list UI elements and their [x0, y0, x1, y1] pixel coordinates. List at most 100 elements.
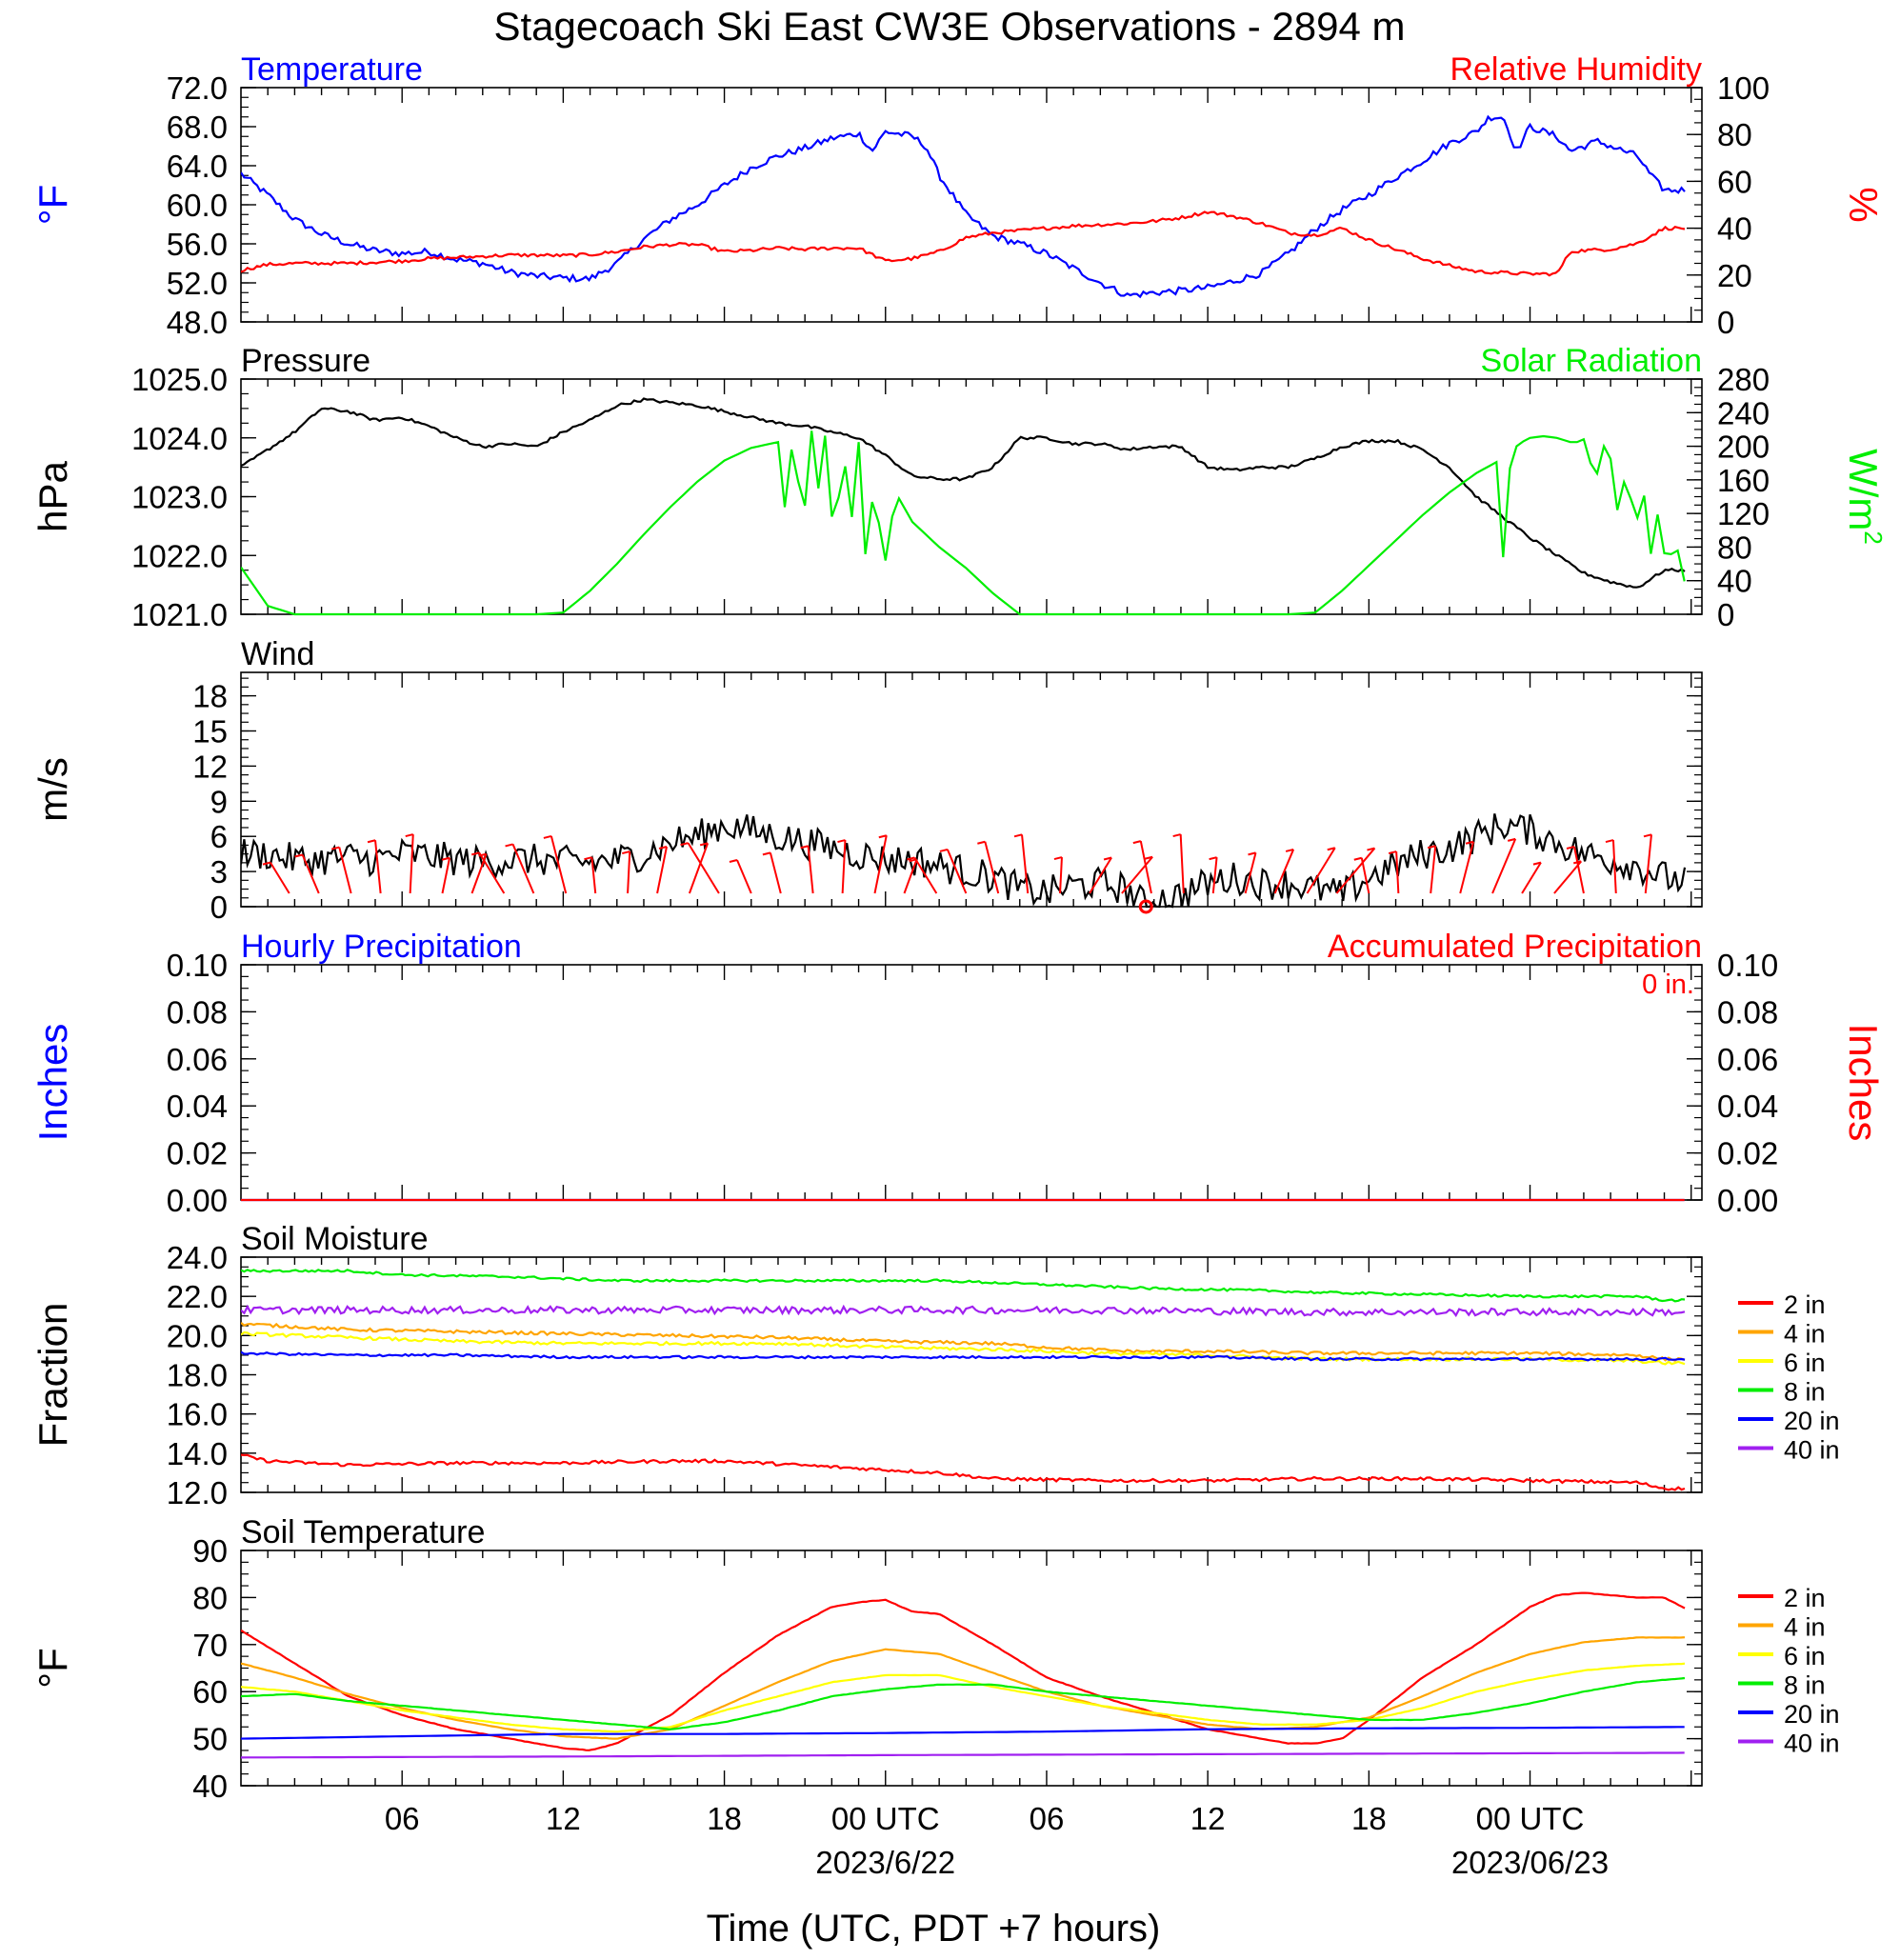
- y-left-tick-label: 22.0: [167, 1279, 228, 1314]
- wind-barb-flag: [1013, 833, 1023, 838]
- series-line-40-in: [241, 1751, 1685, 1759]
- x-axis-label: Time (UTC, PDT +7 hours): [707, 1908, 1161, 1950]
- wind-barb: [1121, 856, 1153, 894]
- y-right-axis-label: W/m2: [1841, 449, 1888, 545]
- y-right-tick-label: 0.02: [1717, 1136, 1778, 1171]
- wind-barb: [1139, 840, 1152, 894]
- series-line-4-in: [241, 1636, 1686, 1740]
- wind-barb: [1395, 851, 1400, 894]
- legend-label: 4 in: [1784, 1320, 1826, 1349]
- wind-barb-flag: [1388, 850, 1397, 855]
- wind-barb: [873, 835, 888, 894]
- legend-label: 8 in: [1784, 1671, 1826, 1700]
- wind-barb: [903, 858, 918, 894]
- x-date-label: 2023/6/22: [815, 1845, 955, 1880]
- wind-barb-flag: [1132, 840, 1142, 845]
- legend-label: 40 in: [1784, 1730, 1840, 1758]
- y-left-tick-label: 0.08: [167, 994, 228, 1030]
- series-line-pressure: [241, 397, 1686, 589]
- series-line-8-in: [241, 1676, 1686, 1730]
- wind-barb-flag: [441, 856, 450, 861]
- wind-barb-flag: [1285, 848, 1294, 852]
- wind-barb: [1211, 857, 1218, 894]
- wind-barb: [1273, 849, 1295, 894]
- y-right-axis-label: %: [1841, 187, 1886, 222]
- wind-barb-flag: [1172, 833, 1181, 838]
- y-left-axis-label: °F: [30, 1648, 75, 1688]
- y-right-tick-label: 0: [1717, 597, 1734, 632]
- wind-barb: [1491, 838, 1517, 894]
- legend-label: 20 in: [1784, 1700, 1840, 1729]
- y-left-tick-label: 90: [192, 1533, 228, 1569]
- y-left-axis-label: Inches: [30, 1024, 75, 1142]
- y-left-tick-label: 80: [192, 1580, 228, 1615]
- panel-2: 1021.0 1022.0 1023.0 1024.0 1025.0 0408012016…: [30, 343, 1888, 632]
- wind-barb-flag: [367, 839, 376, 844]
- y-left-tick-label: 1025.0: [131, 362, 228, 397]
- wind-barb-flag: [1103, 856, 1112, 861]
- y-left-tick-label: 9: [210, 784, 228, 819]
- calm-wind-marker: [1138, 899, 1153, 914]
- series-line-4-in: [241, 1322, 1686, 1362]
- wind-barb: [1179, 834, 1185, 894]
- x-tick-label: 18: [707, 1801, 742, 1836]
- legend-label: 40 in: [1784, 1436, 1840, 1465]
- wind-barb: [841, 840, 847, 894]
- y-right-tick-label: 80: [1717, 117, 1752, 152]
- y-right-tick-label: 240: [1717, 395, 1770, 430]
- panel-title-left: Wind: [241, 636, 314, 672]
- x-tick-label: 18: [1351, 1801, 1387, 1836]
- y-right-tick-label: 0: [1717, 305, 1734, 340]
- legend-label: 6 in: [1784, 1349, 1826, 1377]
- y-left-tick-label: 60: [192, 1674, 228, 1710]
- wind-barb-flag: [1327, 847, 1335, 851]
- y-left-tick-label: 50: [192, 1722, 228, 1757]
- wind-barb-flag: [262, 861, 271, 866]
- wind-barb: [688, 843, 710, 894]
- y-left-axis-label: Fraction: [30, 1303, 75, 1448]
- wind-barb-flag: [1053, 856, 1063, 861]
- wind-barb: [550, 835, 568, 894]
- wind-barb-flag: [878, 834, 888, 839]
- wind-barb: [270, 862, 290, 894]
- wind-barb-flag: [1465, 840, 1474, 845]
- wind-barb: [913, 856, 938, 894]
- wind-barb-flag: [1643, 833, 1652, 838]
- series-line-20-in: [241, 1726, 1685, 1740]
- wind-barb-flag: [1507, 837, 1516, 842]
- y-right-tick-label: 60: [1717, 164, 1752, 199]
- y-right-tick-label: 0.06: [1717, 1042, 1778, 1077]
- panel-1: 48.0 52.0 56.0 60.0 64.0 68.0 72.0 0 20 40 60 80 100…: [30, 51, 1886, 340]
- wind-barb: [946, 849, 968, 894]
- wind-barb-flag: [1144, 855, 1153, 860]
- series-line-40-in: [241, 1304, 1686, 1318]
- wind-barb: [441, 857, 451, 894]
- y-right-tick-label: 0.10: [1717, 948, 1778, 983]
- y-left-tick-label: 0: [210, 890, 228, 925]
- y-right-tick-label: 100: [1717, 70, 1770, 106]
- panels: 48.052.056.060.064.068.072.0020406080100…: [30, 51, 1888, 1804]
- y-left-tick-label: 24.0: [167, 1240, 228, 1275]
- series-line-relative-humidity: [241, 210, 1686, 277]
- wind-barb: [1059, 856, 1063, 894]
- wind-barb: [1611, 840, 1617, 894]
- wind-barb: [807, 846, 814, 894]
- wind-barb: [1573, 846, 1585, 894]
- y-left-tick-label: 1024.0: [131, 421, 228, 456]
- wind-barb: [1335, 847, 1376, 894]
- wind-barb: [1521, 862, 1542, 894]
- y-left-tick-label: 64.0: [167, 149, 228, 184]
- y-left-axis-label: °F: [30, 185, 75, 225]
- y-left-tick-label: 48.0: [167, 305, 228, 340]
- y-left-tick-label: 20.0: [167, 1318, 228, 1353]
- wind-barb-flag: [1427, 845, 1436, 850]
- wind-barb-flag: [1532, 861, 1542, 866]
- y-left-tick-label: 72.0: [167, 70, 228, 106]
- y-right-tick-label: 20: [1717, 258, 1752, 293]
- x-tick-label: 00 UTC: [831, 1801, 940, 1836]
- x-date-label: 2023/06/23: [1451, 1845, 1609, 1880]
- wind-barb: [511, 844, 535, 894]
- legend-label: 8 in: [1784, 1378, 1826, 1407]
- wind-barb: [301, 854, 320, 894]
